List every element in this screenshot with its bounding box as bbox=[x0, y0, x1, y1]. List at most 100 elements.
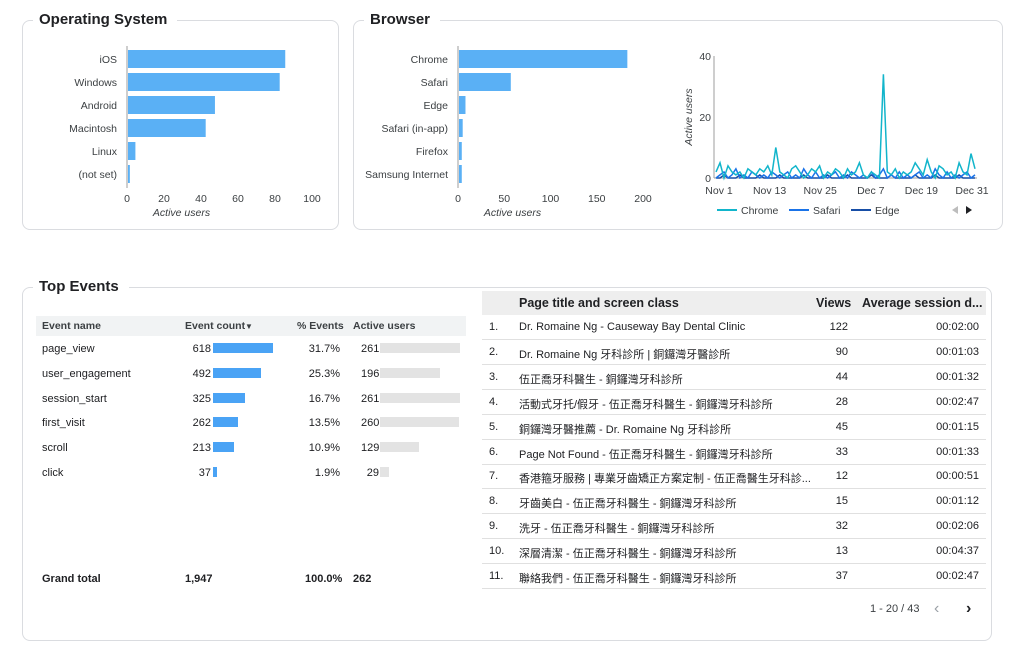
event-name: scroll bbox=[42, 442, 68, 455]
col-event-name[interactable]: Event name bbox=[42, 320, 101, 332]
pages-table: Page title and screen class Views Averag… bbox=[482, 291, 986, 598]
os-category-label: Windows bbox=[74, 77, 117, 89]
event-count-bar bbox=[213, 367, 261, 378]
line-x-tick: Nov 1 bbox=[705, 185, 733, 197]
os-bar[interactable] bbox=[128, 73, 280, 91]
col-pct-events[interactable]: % Events bbox=[297, 320, 344, 332]
line-x-tick: Dec 19 bbox=[905, 185, 938, 197]
page-row[interactable]: 3. 伍正喬牙科醫生 - 銅鑼灣牙科診所 44 00:01:32 bbox=[482, 365, 986, 390]
page-views-cell: 32 bbox=[835, 520, 848, 533]
event-count: 37 bbox=[198, 467, 211, 479]
page-row[interactable]: 8. 牙齒美白 - 伍正喬牙科醫生 - 銅鑼灣牙科診所 15 00:01:12 bbox=[482, 489, 986, 515]
series-line-chrome[interactable] bbox=[715, 74, 976, 181]
event-row[interactable]: user_engagement 492 25.3% 196 bbox=[36, 363, 466, 387]
browser-bar[interactable] bbox=[459, 142, 462, 160]
browser-bar-chart: Chrome Safari Edge Safari (in-app) Firefox Sa… bbox=[365, 46, 652, 219]
os-x-tick: 80 bbox=[269, 193, 281, 205]
line-y-tick: 40 bbox=[699, 51, 711, 63]
page-row[interactable]: 1. Dr. Romaine Ng - Causeway Bay Dental C… bbox=[482, 315, 986, 340]
legend-next-icon[interactable] bbox=[966, 206, 972, 214]
chevron-left-icon[interactable]: ‹ bbox=[934, 600, 940, 617]
legend-label[interactable]: Edge bbox=[875, 205, 900, 217]
grand-total-users: 262 bbox=[353, 573, 372, 585]
event-count: 492 bbox=[192, 367, 211, 380]
legend-label[interactable]: Safari bbox=[813, 205, 840, 217]
os-category-label: Android bbox=[81, 100, 117, 112]
col-active-users[interactable]: Active users bbox=[353, 320, 416, 332]
page-row-number: 3. bbox=[489, 370, 499, 383]
browser-bar[interactable] bbox=[459, 119, 463, 137]
page-title-cell: 深層清潔 - 伍正喬牙科醫生 - 銅鑼灣牙科診所 bbox=[519, 548, 737, 561]
page-avg-session-cell: 00:02:00 bbox=[936, 321, 979, 333]
browser-line-chart: 0 20 40 Active users Nov 1 Nov 13 Nov 25 Dec 7 D… bbox=[683, 51, 989, 217]
page-title-cell: 活動式牙托/假牙 - 伍正喬牙科醫生 - 銅鑼灣牙科診所 bbox=[519, 398, 773, 411]
event-users: 261 bbox=[361, 343, 380, 355]
event-pct: 16.7% bbox=[308, 392, 340, 405]
os-bar[interactable] bbox=[128, 50, 286, 68]
legend-prev-icon[interactable] bbox=[952, 206, 958, 214]
page-avg-session-cell: 00:01:03 bbox=[936, 345, 979, 358]
col-views[interactable]: Views bbox=[816, 296, 852, 310]
os-bar[interactable] bbox=[128, 119, 206, 137]
page-row[interactable]: 7. 香港箍牙服務 | 專業牙齒矯正方案定制 - 伍正喬醫生牙科診... 12 00:… bbox=[482, 464, 986, 490]
grand-total-label: Grand total bbox=[42, 573, 101, 585]
os-x-tick: 40 bbox=[195, 193, 207, 205]
page-row-number: 10. bbox=[489, 545, 505, 558]
legend-label[interactable]: Chrome bbox=[741, 205, 779, 217]
event-users-bar bbox=[380, 343, 460, 353]
page-row-number: 5. bbox=[489, 420, 499, 433]
browser-bar[interactable] bbox=[459, 50, 628, 68]
os-category-label: (not set) bbox=[78, 169, 117, 181]
page-row[interactable]: 2. Dr. Romaine Ng 牙科診所 | 銅鑼灣牙醫診所 90 00:01:0… bbox=[482, 340, 986, 365]
event-users-bar bbox=[380, 467, 389, 477]
page-row-number: 8. bbox=[489, 495, 499, 508]
events-table-header: Event name Event count ▼ % Events Active… bbox=[36, 316, 466, 336]
page-title-cell: Page Not Found - 伍正喬牙科醫生 - 銅鑼灣牙科診所 bbox=[519, 448, 773, 461]
browser-category-label: Safari (in-app) bbox=[381, 123, 448, 135]
line-y-axis-label: Active users bbox=[683, 88, 695, 147]
chevron-right-icon[interactable]: › bbox=[966, 600, 972, 617]
page-views-cell: 13 bbox=[835, 545, 848, 558]
os-bar[interactable] bbox=[128, 96, 215, 114]
sort-arrow-down-icon[interactable]: ▼ bbox=[245, 322, 253, 331]
browser-bar[interactable] bbox=[459, 165, 462, 183]
col-page-title[interactable]: Page title and screen class bbox=[519, 296, 679, 310]
col-avg-session[interactable]: Average session d... bbox=[862, 296, 983, 310]
browser-category-label: Edge bbox=[423, 100, 448, 112]
os-bar[interactable] bbox=[128, 165, 130, 183]
os-x-axis-label: Active users bbox=[152, 207, 211, 219]
page-row-number: 1. bbox=[489, 321, 499, 333]
os-panel-title: Operating System bbox=[33, 10, 178, 30]
page-row[interactable]: 10. 深層清潔 - 伍正喬牙科醫生 - 銅鑼灣牙科診所 13 00:04:37 bbox=[482, 539, 986, 565]
event-row[interactable]: click 37 1.9% 29 bbox=[36, 462, 466, 486]
page-row[interactable]: 4. 活動式牙托/假牙 - 伍正喬牙科醫生 - 銅鑼灣牙科診所 28 00:02:47 bbox=[482, 390, 986, 415]
page-row-number: 9. bbox=[489, 520, 499, 533]
browser-x-tick: 150 bbox=[588, 193, 606, 205]
os-bar[interactable] bbox=[128, 142, 136, 160]
event-users-bar bbox=[380, 442, 420, 453]
event-row[interactable]: scroll 213 10.9% 129 bbox=[36, 437, 466, 461]
page-row-number: 11. bbox=[489, 570, 504, 582]
line-y-tick: 0 bbox=[705, 173, 711, 185]
event-row[interactable]: session_start 325 16.7% 261 bbox=[36, 388, 466, 412]
event-row[interactable]: first_visit 262 13.5% 260 bbox=[36, 412, 466, 436]
page-row[interactable]: 5. 銅鑼灣牙醫推薦 - Dr. Romaine Ng 牙科診所 45 00:01:1… bbox=[482, 415, 986, 440]
browser-bar[interactable] bbox=[459, 96, 466, 114]
browser-category-label: Safari bbox=[421, 77, 448, 89]
browser-bar[interactable] bbox=[459, 73, 511, 91]
col-event-count[interactable]: Event count bbox=[185, 320, 246, 332]
page-title-cell: 銅鑼灣牙醫推薦 - Dr. Romaine Ng 牙科診所 bbox=[519, 423, 732, 436]
page-row[interactable]: 11. 聯絡我們 - 伍正喬牙科醫生 - 銅鑼灣牙科診所 37 00:02:47 bbox=[482, 564, 986, 589]
event-row[interactable]: page_view 618 31.7% 261 bbox=[36, 338, 466, 362]
browser-category-label: Samsung Internet bbox=[365, 169, 448, 181]
page-title-cell: Dr. Romaine Ng - Causeway Bay Dental Cli… bbox=[519, 321, 746, 333]
browser-category-label: Firefox bbox=[416, 146, 449, 158]
page-row[interactable]: 6. Page Not Found - 伍正喬牙科醫生 - 銅鑼灣牙科診所 33 00… bbox=[482, 440, 986, 465]
event-name: user_engagement bbox=[42, 367, 131, 380]
event-pct: 1.9% bbox=[314, 467, 340, 479]
events-grand-total-row: Grand total 1,947 100.0% 262 bbox=[36, 568, 466, 592]
page-row[interactable]: 9. 洗牙 - 伍正喬牙科醫生 - 銅鑼灣牙科診所 32 00:02:06 bbox=[482, 514, 986, 540]
series-line-safari[interactable] bbox=[715, 167, 976, 180]
event-count-bar bbox=[213, 343, 273, 353]
browser-x-tick: 50 bbox=[498, 193, 510, 205]
